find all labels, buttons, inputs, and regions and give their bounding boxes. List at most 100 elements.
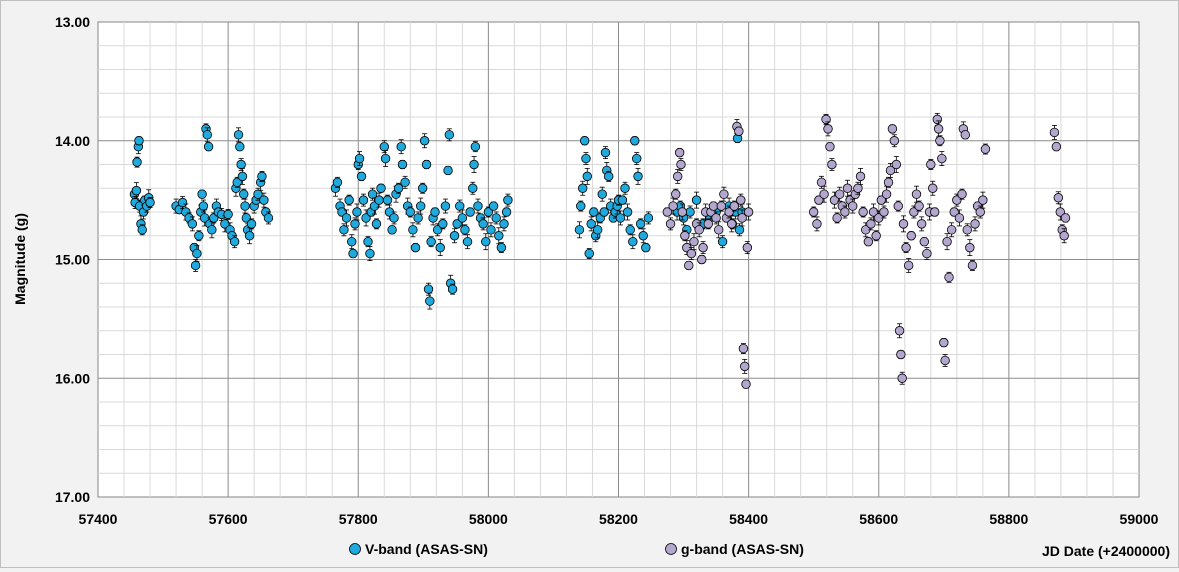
legend-label-g-band: g-band (ASAS-SN) bbox=[681, 541, 804, 557]
data-point bbox=[240, 201, 250, 211]
data-point bbox=[980, 144, 991, 154]
data-point bbox=[698, 242, 708, 253]
x-tick-label: 58800 bbox=[989, 511, 1028, 527]
data-point bbox=[604, 171, 614, 182]
x-tick-label: 57800 bbox=[339, 511, 378, 527]
data-point bbox=[708, 201, 719, 211]
data-point bbox=[926, 159, 936, 170]
data-point bbox=[928, 183, 938, 193]
x-tick-label: 58000 bbox=[469, 511, 508, 527]
data-point bbox=[600, 147, 611, 158]
data-point bbox=[347, 236, 357, 247]
data-point bbox=[906, 231, 916, 241]
data-point bbox=[447, 284, 458, 294]
data-point bbox=[740, 361, 750, 372]
data-point bbox=[430, 207, 440, 217]
data-point bbox=[457, 213, 468, 223]
data-point bbox=[620, 183, 630, 193]
data-point bbox=[425, 296, 435, 306]
data-point bbox=[711, 213, 721, 223]
data-point bbox=[832, 213, 842, 223]
data-point bbox=[233, 130, 244, 140]
data-point bbox=[239, 189, 249, 199]
data-point bbox=[365, 248, 375, 259]
data-point bbox=[339, 225, 349, 235]
data-point bbox=[400, 177, 410, 188]
data-point bbox=[881, 189, 892, 199]
data-point bbox=[371, 219, 382, 229]
data-point bbox=[578, 183, 588, 193]
data-point bbox=[426, 236, 436, 247]
data-point bbox=[680, 231, 690, 241]
data-point bbox=[871, 231, 881, 241]
data-point bbox=[632, 153, 642, 164]
data-point bbox=[622, 207, 633, 217]
data-point bbox=[244, 231, 255, 241]
data-point bbox=[410, 242, 421, 253]
data-point bbox=[932, 114, 943, 125]
data-point bbox=[665, 219, 676, 229]
data-points bbox=[129, 112, 1071, 389]
data-point bbox=[858, 207, 868, 217]
data-point bbox=[192, 248, 202, 259]
data-point bbox=[419, 136, 430, 146]
data-point bbox=[232, 177, 242, 188]
data-point bbox=[499, 219, 509, 229]
data-point bbox=[413, 213, 423, 223]
data-point bbox=[488, 201, 499, 211]
y-tick-label: 17.00 bbox=[55, 489, 90, 505]
data-point bbox=[975, 207, 985, 217]
data-point bbox=[727, 219, 737, 229]
data-point bbox=[944, 272, 954, 283]
data-point bbox=[468, 183, 478, 193]
data-point bbox=[438, 219, 448, 229]
data-point bbox=[743, 207, 754, 217]
data-point bbox=[483, 207, 494, 217]
data-point bbox=[898, 219, 909, 229]
data-point bbox=[970, 219, 980, 229]
data-point bbox=[674, 147, 685, 158]
data-point bbox=[1049, 127, 1060, 138]
data-point bbox=[197, 189, 207, 199]
data-point bbox=[641, 242, 651, 253]
data-point bbox=[354, 153, 365, 164]
data-point bbox=[332, 177, 343, 188]
x-tick-label: 58400 bbox=[729, 511, 768, 527]
data-point bbox=[978, 195, 988, 205]
data-point bbox=[643, 213, 654, 223]
data-point bbox=[737, 213, 747, 223]
data-point bbox=[827, 159, 837, 170]
data-point bbox=[361, 213, 371, 223]
data-point bbox=[855, 171, 866, 182]
data-point bbox=[597, 189, 607, 199]
data-point bbox=[911, 189, 922, 199]
data-point bbox=[829, 195, 840, 205]
data-point bbox=[470, 141, 481, 152]
x-tick-label: 59000 bbox=[1120, 511, 1159, 527]
data-point bbox=[894, 326, 905, 336]
data-point bbox=[132, 157, 142, 167]
data-point bbox=[1059, 231, 1069, 241]
data-point bbox=[914, 201, 924, 211]
data-point bbox=[462, 236, 473, 247]
data-point bbox=[503, 195, 513, 205]
data-point bbox=[662, 207, 672, 217]
data-point bbox=[241, 213, 252, 223]
data-point bbox=[1060, 213, 1071, 223]
data-point bbox=[1053, 193, 1064, 203]
data-point bbox=[187, 219, 198, 229]
data-point bbox=[584, 248, 594, 259]
data-point bbox=[885, 165, 896, 176]
x-tick-label: 57400 bbox=[79, 511, 118, 527]
data-point bbox=[734, 225, 745, 235]
data-point bbox=[694, 225, 704, 235]
data-point bbox=[405, 207, 416, 217]
y-tick-labels: 13.00 14.00 15.00 16.00 17.00 bbox=[55, 14, 90, 505]
x-tick-labels: 57400 57600 57800 58000 58200 58400 58600 58800… bbox=[79, 511, 1159, 527]
x-tick-label: 57600 bbox=[209, 511, 248, 527]
data-point bbox=[691, 195, 702, 205]
data-point bbox=[202, 130, 213, 140]
data-point bbox=[703, 219, 713, 229]
data-point bbox=[574, 225, 585, 235]
data-point bbox=[465, 207, 475, 217]
